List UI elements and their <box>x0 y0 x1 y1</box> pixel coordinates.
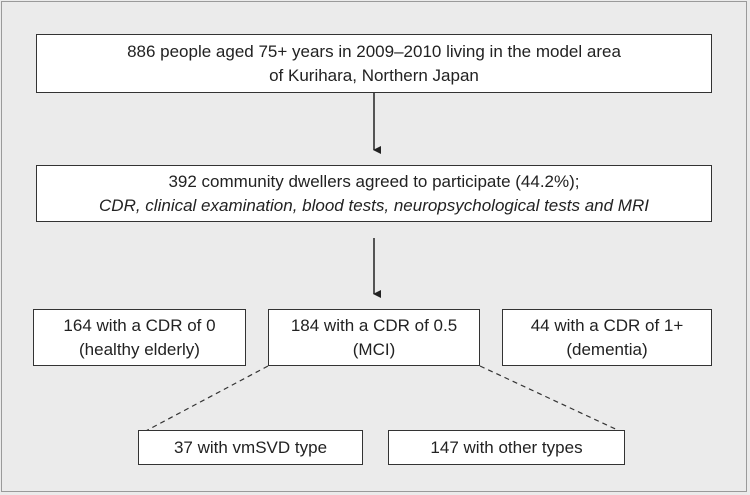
cdr0-box: 164 with a CDR of 0 (healthy elderly) <box>33 309 246 366</box>
other-types-line-1: 147 with other types <box>430 437 583 457</box>
cdr0-line-2: (healthy elderly) <box>79 339 200 359</box>
vmsvd-line-1: 37 with vmSVD type <box>173 437 328 457</box>
cdr05-line-2: (MCI) <box>352 339 396 359</box>
dashed-line-left <box>141 365 269 434</box>
population-line-1: 886 people aged 75+ years in 2009–2010 l… <box>127 41 621 61</box>
cdr05-line-1: 184 with a CDR of 0.5 <box>290 315 458 335</box>
cdr05-box: 184 with a CDR of 0.5 (MCI) <box>268 309 480 366</box>
population-line-2: of Kurihara, Northern Japan <box>269 65 479 85</box>
cdr1-line-1: 44 with a CDR of 1+ <box>530 315 684 335</box>
population-box: 886 people aged 75+ years in 2009–2010 l… <box>36 34 712 93</box>
participants-line-2: CDR, clinical examination, blood tests, … <box>99 195 649 215</box>
participants-box: 392 community dwellers agreed to partici… <box>36 165 712 222</box>
vmsvd-box: 37 with vmSVD type <box>138 430 363 465</box>
cdr0-line-1: 164 with a CDR of 0 <box>63 315 216 335</box>
participants-line-1: 392 community dwellers agreed to partici… <box>168 171 580 191</box>
dashed-line-right <box>479 365 625 434</box>
other-types-box: 147 with other types <box>388 430 625 465</box>
cdr1-box: 44 with a CDR of 1+ (dementia) <box>502 309 712 366</box>
cdr1-line-2: (dementia) <box>566 339 648 359</box>
